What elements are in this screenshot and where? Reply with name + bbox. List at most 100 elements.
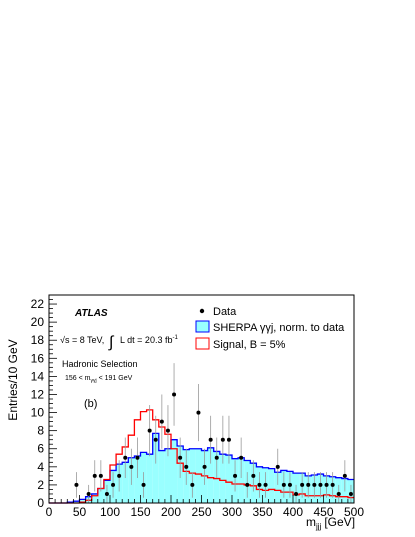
axis-ticks	[48, 294, 355, 504]
x-tick-label: 0	[46, 505, 53, 519]
legend-data-marker	[199, 308, 205, 314]
data-point	[245, 482, 250, 487]
sherpa-bin	[238, 457, 245, 503]
selection-label: Hadronic Selection	[62, 359, 138, 369]
data-point	[196, 410, 201, 415]
sherpa-bin	[219, 454, 226, 503]
data-point	[330, 482, 335, 487]
y-tick-label: 18	[31, 333, 45, 347]
sherpa-bin	[195, 448, 202, 503]
data-point	[263, 482, 268, 487]
legend-sherpa-swatch	[195, 320, 210, 333]
data-point	[202, 464, 207, 469]
x-tick-label: 150	[130, 505, 150, 519]
sherpa-bin	[146, 454, 153, 503]
x-tick-label: 500	[344, 505, 364, 519]
panel-label: (b)	[84, 398, 97, 410]
y-tick-label: 14	[31, 369, 45, 383]
data-point	[306, 482, 311, 487]
data-point	[324, 482, 329, 487]
lumi-label: L dt = 20.3 fb-1	[120, 335, 178, 345]
data-point	[348, 491, 353, 496]
y-tick-label: 20	[31, 315, 45, 329]
data-point	[123, 455, 128, 460]
sherpa-bin	[225, 455, 232, 503]
x-tick-label: 200	[161, 505, 181, 519]
data-point	[141, 482, 146, 487]
sherpa-bin	[274, 472, 281, 503]
data-point	[214, 455, 219, 460]
data-point	[300, 482, 305, 487]
mass-window-subscript: γγj	[91, 378, 97, 384]
x-axis-title-unit: [GeV]	[324, 515, 355, 529]
data-point	[159, 419, 164, 424]
sherpa-bin	[73, 501, 80, 503]
y-tick-label: 16	[31, 351, 45, 365]
legend: Data SHERPA γγj, norm. to data Signal, B…	[195, 306, 345, 351]
legend-signal-swatch	[195, 337, 210, 350]
data-point	[172, 392, 177, 397]
y-tick-label: 0	[37, 496, 44, 510]
mass-window-end: < 191 GeV	[99, 375, 133, 382]
data-point	[165, 428, 170, 433]
integral-symbol: ∫	[108, 334, 115, 351]
data-points	[74, 363, 353, 503]
y-tick-label: 6	[37, 442, 44, 456]
data-point	[208, 437, 213, 442]
data-point	[220, 437, 225, 442]
sherpa-bin	[97, 488, 104, 503]
data-point	[129, 464, 134, 469]
mass-window-text: 156 < m	[65, 375, 91, 382]
sherpa-bin	[122, 462, 129, 503]
sherpa-bin	[171, 439, 178, 503]
x-tick-label: 350	[252, 505, 272, 519]
lumi-text: L dt = 20.3 fb	[120, 335, 172, 345]
y-tick-label: 2	[37, 478, 44, 492]
data-point	[318, 482, 323, 487]
y-tick-label: 8	[37, 424, 44, 438]
x-axis-title: mjjj [GeV]	[306, 515, 355, 531]
x-tick-label: 100	[100, 505, 120, 519]
sherpa-bin	[158, 450, 165, 503]
data-point	[147, 428, 152, 433]
signal-outline	[49, 409, 354, 504]
y-tick-label: 22	[31, 297, 45, 311]
data-point	[226, 437, 231, 442]
data-point	[153, 437, 158, 442]
data-point	[117, 473, 122, 478]
data-point	[342, 473, 347, 478]
data-point	[287, 482, 292, 487]
sherpa-bin	[91, 493, 98, 503]
x-axis-title-subscript: jjj	[315, 522, 322, 531]
y-tick-label: 12	[31, 387, 45, 401]
data-point	[98, 473, 103, 478]
data-point	[135, 455, 140, 460]
data-point	[257, 482, 262, 487]
atlas-label: ATLAS	[74, 308, 108, 319]
sherpa-bin	[164, 448, 171, 503]
data-point	[312, 482, 317, 487]
mass-window-label: 156 < mγγj < 191 GeV	[65, 375, 133, 384]
x-tick-label: 300	[222, 505, 242, 519]
data-point	[104, 491, 109, 496]
x-axis-title-main: m	[306, 515, 316, 529]
y-tick-label: 10	[31, 406, 45, 420]
data-point	[336, 491, 341, 496]
data-point	[74, 482, 79, 487]
x-tick-label: 50	[73, 505, 87, 519]
data-point	[111, 482, 116, 487]
data-point	[239, 455, 244, 460]
sherpa-bin	[152, 433, 159, 503]
data-point	[92, 473, 97, 478]
y-tick-label: 4	[37, 460, 44, 474]
legend-data-label: Data	[213, 306, 237, 318]
y-axis-title: Entries/10 GeV	[6, 339, 20, 420]
x-tick-label: 250	[191, 505, 211, 519]
sherpa-bin	[134, 455, 141, 503]
sherpa-bin	[207, 447, 214, 503]
lumi-superscript: -1	[172, 335, 178, 341]
x-tick-label: 450	[313, 505, 333, 519]
sherpa-bin	[268, 468, 275, 503]
data-point	[294, 491, 299, 496]
